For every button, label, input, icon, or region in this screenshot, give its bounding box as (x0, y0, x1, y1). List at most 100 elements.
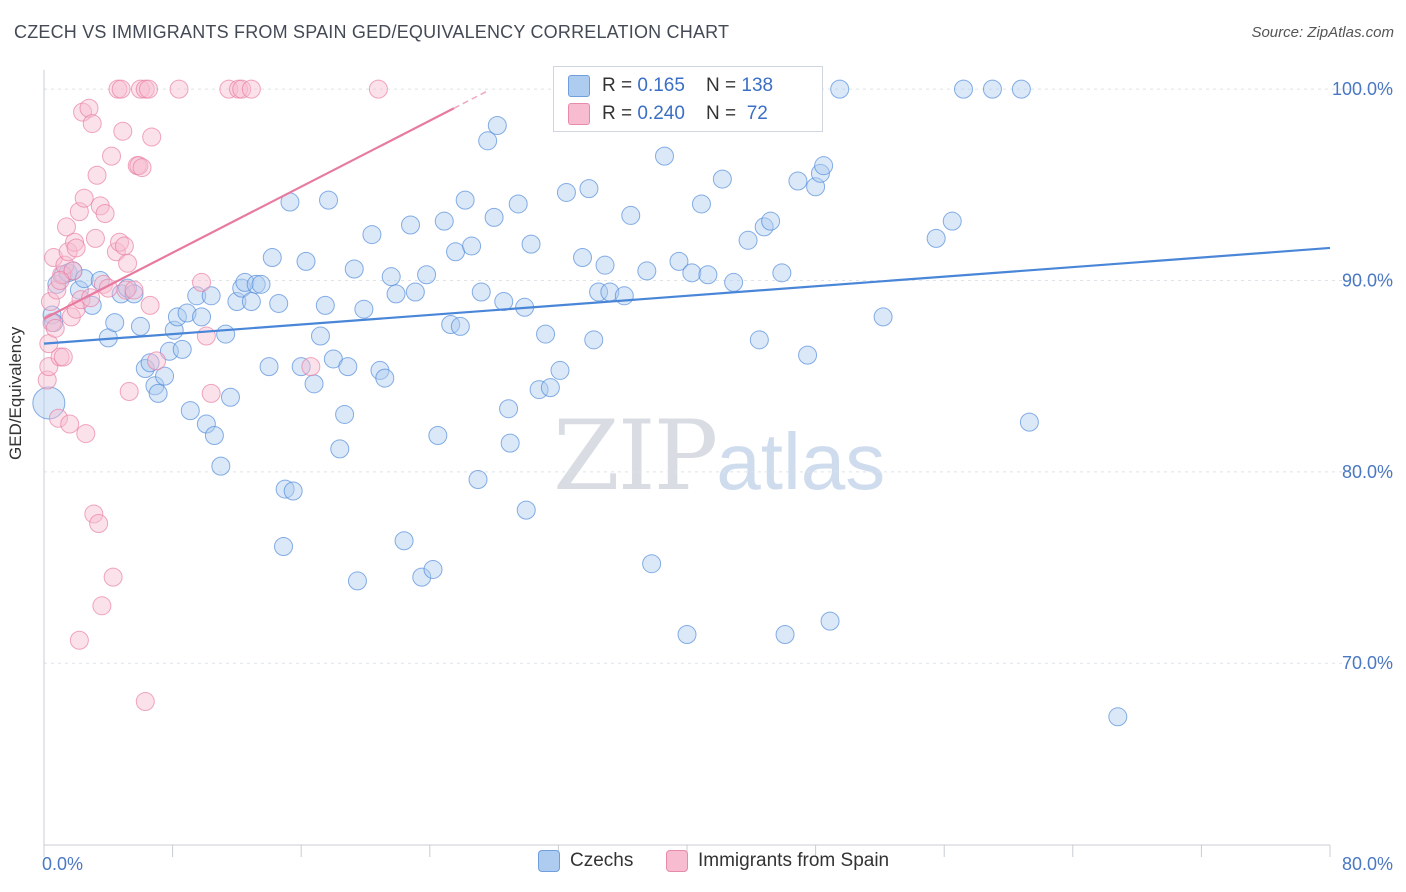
stats-legend: R = 0.165 N = 138 R = 0.240 N = 72 (553, 66, 823, 132)
czechs-point (579, 179, 599, 199)
czechs-point (556, 182, 576, 202)
czechs-point (595, 255, 615, 275)
czechs-point (155, 366, 175, 386)
spain-point (57, 217, 77, 237)
czechs-point (241, 292, 261, 312)
czechs-point (291, 357, 311, 377)
czechs-point (830, 79, 850, 99)
czechs-point (434, 211, 454, 231)
czechs-point (201, 286, 221, 306)
x-tick-label: 80.0% (1342, 854, 1393, 874)
czechs-point (1011, 79, 1031, 99)
czechs-point (462, 236, 482, 256)
legend-r-label: R = (602, 103, 638, 124)
spain-point (142, 127, 162, 147)
trend-lines (43, 91, 1331, 345)
czechs-point (304, 374, 324, 394)
czechs-point (274, 536, 294, 556)
czechs-point (550, 360, 570, 380)
spain-point (45, 318, 65, 338)
czechs-point (654, 146, 674, 166)
spain-point (63, 261, 83, 281)
czechs-point (412, 567, 432, 587)
spain-point (192, 272, 212, 292)
czechs-point (1108, 707, 1128, 727)
czechs-point (269, 293, 289, 313)
czechs-point (589, 282, 609, 302)
czechs-point (499, 399, 519, 419)
czechs-point (669, 251, 689, 271)
watermark-atlas: atlas (716, 417, 886, 506)
czechs-point (394, 531, 414, 551)
spain-point (114, 236, 134, 256)
legend-label-czechs: Czechs (570, 850, 634, 871)
spain-point (135, 691, 155, 711)
legend-n-value: 138 (741, 75, 774, 96)
czechs-point (344, 259, 364, 279)
czechs-point (788, 171, 808, 191)
spain-point (124, 280, 144, 300)
czechs-point (423, 559, 443, 579)
axes (43, 70, 1331, 857)
spain-point (48, 408, 68, 428)
czechs-point (347, 571, 367, 591)
czechs-point (211, 456, 231, 476)
czechs-point (820, 611, 840, 631)
spain-point (92, 596, 112, 616)
source-label: Source: ZipAtlas.com (1251, 24, 1394, 41)
czechs-point (32, 386, 66, 420)
czechs-point (484, 207, 504, 227)
legend-n-value: 72 (741, 103, 768, 124)
czechs-point (204, 425, 224, 445)
y-tick-label: 80.0% (1342, 462, 1393, 482)
spain-point (40, 292, 60, 312)
spain-point (95, 204, 115, 224)
czechs-point (536, 324, 556, 344)
czechs-point (446, 242, 466, 262)
czechs-point (873, 307, 893, 327)
czechs-point (712, 169, 732, 189)
czechs-point (1019, 412, 1039, 432)
czechs-point (724, 272, 744, 292)
spain-point (39, 357, 59, 377)
legend-item-czechs: Czechs (538, 850, 633, 872)
spain-point (82, 114, 102, 134)
watermark: ZIPatlas (553, 400, 885, 512)
czechs-point (738, 230, 758, 250)
czechs-point (47, 274, 67, 294)
spain-point (132, 158, 152, 178)
czechs-point (508, 194, 528, 214)
spain-point (118, 253, 138, 273)
spain-point (119, 381, 139, 401)
czechs-point (145, 376, 165, 396)
czechs-point (775, 625, 795, 645)
czechs-point (192, 307, 212, 327)
legend-n-label: N = (706, 103, 742, 124)
czechs-point (220, 387, 240, 407)
czechs-point (262, 248, 282, 268)
legend-swatch-spain (666, 850, 688, 872)
czechs-point (487, 115, 507, 135)
czechs-point (516, 500, 536, 520)
czechs-point (450, 316, 470, 336)
legend-label-spain: Immigrants from Spain (698, 850, 890, 871)
legend-swatch-czechs (538, 850, 560, 872)
spain-trend-line (43, 107, 455, 320)
czechs-point (310, 326, 330, 346)
czechs-point (196, 414, 216, 434)
czechs-point (500, 433, 520, 453)
czechs-point (441, 315, 461, 335)
chart-title: CZECH VS IMMIGRANTS FROM SPAIN GED/EQUIV… (14, 22, 730, 42)
czechs-point (749, 330, 769, 350)
y-axis-title: GED/Equivalency (6, 326, 25, 460)
czechs-point (338, 357, 358, 377)
spain-point (84, 504, 104, 524)
legend-n-label: N = (706, 75, 742, 96)
spain-point (69, 630, 89, 650)
czechs-point (772, 263, 792, 283)
czechs-point (814, 156, 834, 176)
spain-point (50, 270, 70, 290)
czechs-point (405, 282, 425, 302)
series-legend: Czechs Immigrants from Spain (0, 850, 1406, 878)
